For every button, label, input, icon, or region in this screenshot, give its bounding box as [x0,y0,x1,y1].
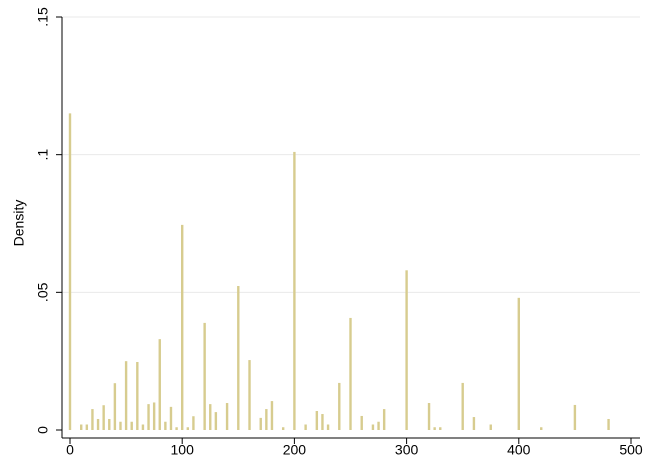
bar [607,418,610,430]
bar [517,297,520,430]
bar [427,403,431,430]
bar [130,421,133,430]
bar [433,427,436,430]
bar [405,270,408,430]
bar [80,424,83,430]
y-tick-label: .05 [35,282,51,302]
bar [265,409,268,430]
bar [192,416,195,430]
bar [573,404,577,430]
bar [136,361,139,430]
y-tick-label: 0 [35,426,51,434]
bar [248,360,251,430]
bar [108,418,111,430]
x-tick-label: 100 [171,442,195,458]
bar [461,382,464,430]
bar [270,401,274,430]
bar [377,421,380,430]
bar [209,404,212,430]
bar [237,286,240,430]
bar [113,383,117,430]
bar [91,409,94,430]
x-tick-label: 200 [283,442,307,458]
bar [141,424,145,430]
y-axis-label: Density [11,200,27,247]
bar [175,427,178,430]
bar [360,415,363,430]
bar [147,404,150,430]
bar [225,403,229,430]
x-tick-label: 500 [619,442,643,458]
bar [68,113,72,430]
bar [102,405,105,430]
bar [349,317,352,430]
bar [119,421,122,430]
bar [181,224,184,430]
bar [85,424,89,430]
bar [321,414,324,430]
bar [472,417,476,430]
bar [382,409,386,430]
bar [281,427,285,430]
bar [186,427,190,430]
y-tick-label: .1 [35,149,51,161]
bar [338,382,341,430]
y-tick-label: .15 [35,7,51,27]
bar [203,322,206,430]
bar [158,339,161,430]
x-tick-label: 300 [395,442,419,458]
bar [293,151,296,430]
bar [124,361,128,430]
x-tick-label: 0 [66,442,74,458]
bar [540,427,543,430]
x-tick-label: 400 [507,442,531,458]
bar [96,418,100,430]
bar [152,402,156,430]
bar [259,417,262,430]
bar [304,424,307,430]
bar [164,421,167,430]
bar [489,424,492,430]
bar [214,412,218,430]
bar [326,424,330,430]
bar [315,411,319,430]
bar [439,427,442,430]
bar [371,424,375,430]
bar [169,406,173,430]
